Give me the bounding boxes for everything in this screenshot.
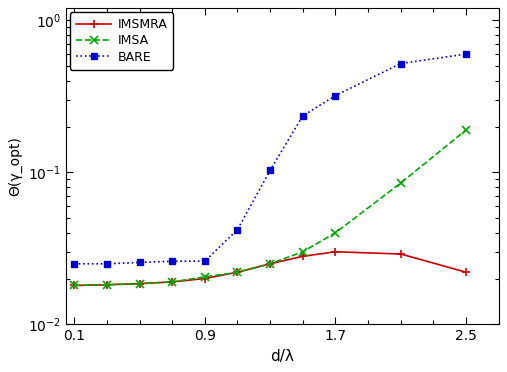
BARE [267,168,273,173]
Line: BARE: BARE [71,51,469,267]
Y-axis label: Θ(γ_opt): Θ(γ_opt) [8,137,22,196]
BARE [202,259,208,263]
IMSA [267,262,273,266]
IMSMRA [463,270,469,275]
BARE [169,259,175,263]
IMSA [202,275,208,279]
IMSA [333,231,339,235]
Line: IMSMRA: IMSMRA [70,248,470,290]
IMSA [463,128,469,132]
X-axis label: d/λ: d/λ [270,349,294,364]
IMSMRA [333,250,339,254]
IMSMRA [169,280,175,284]
IMSMRA [397,252,404,256]
BARE [71,262,77,266]
IMSA [300,250,306,254]
IMSA [71,283,77,288]
IMSA [104,282,110,287]
BARE [333,93,339,98]
IMSA [397,181,404,185]
IMSA [169,280,175,284]
BARE [136,260,142,265]
IMSA [136,282,142,286]
BARE [463,52,469,56]
IMSMRA [267,262,273,266]
BARE [234,227,240,232]
IMSMRA [136,282,142,286]
BARE [104,262,110,266]
IMSMRA [104,282,110,287]
IMSMRA [202,276,208,281]
Legend: IMSMRA, IMSA, BARE: IMSMRA, IMSA, BARE [70,12,173,70]
IMSMRA [234,270,240,275]
BARE [300,114,306,118]
IMSA [234,270,240,275]
Line: IMSA: IMSA [70,126,470,290]
IMSMRA [300,254,306,259]
BARE [397,61,404,66]
IMSMRA [71,283,77,288]
